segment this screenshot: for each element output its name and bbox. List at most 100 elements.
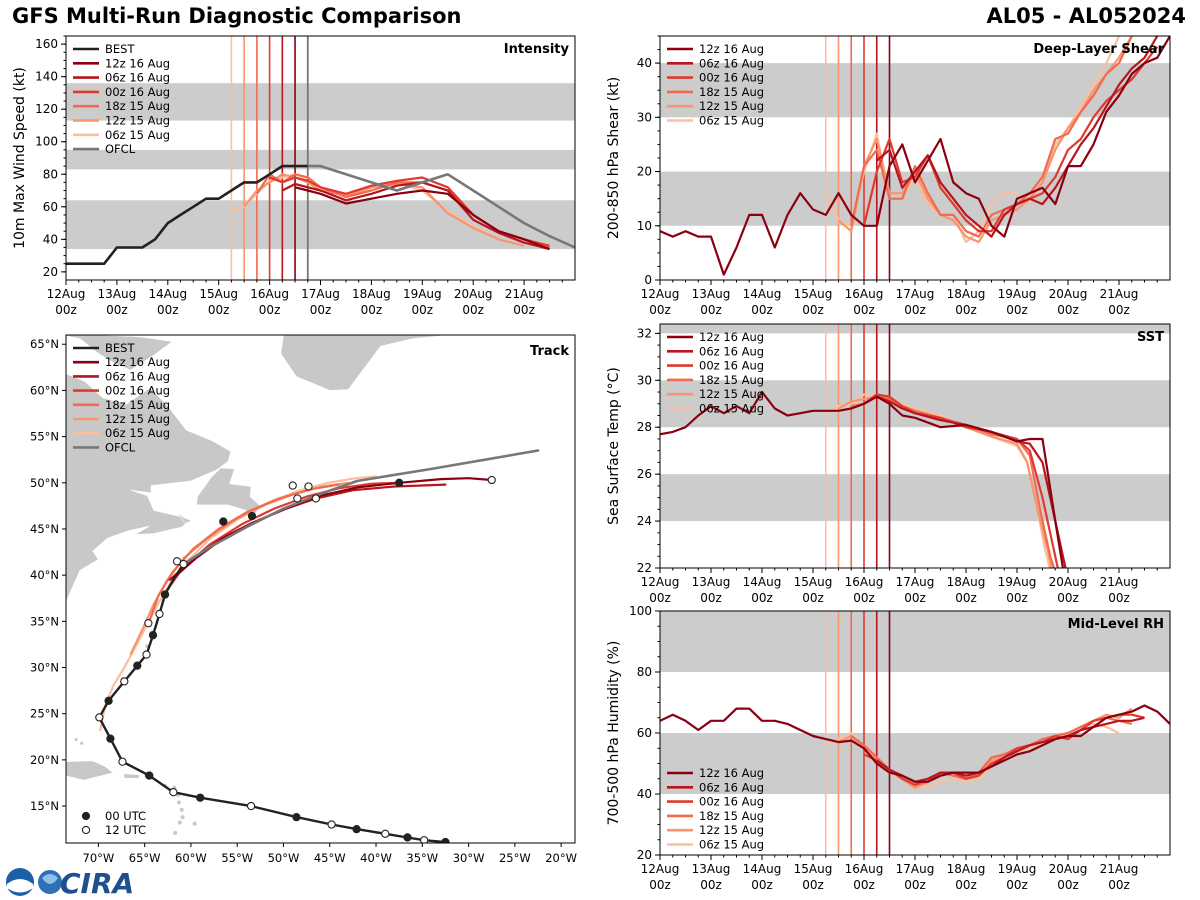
track-xtick-label: 40°W xyxy=(360,851,392,865)
intensity-xtick-label: 00z xyxy=(55,303,77,317)
sst-xtick-label: 21Aug xyxy=(1100,575,1139,589)
marker-12utc xyxy=(144,619,153,628)
globe-icon-land xyxy=(42,874,58,884)
intensity-legend-label: 12z 15 Aug xyxy=(105,114,170,128)
marker-00utc xyxy=(160,590,170,599)
rh-legend-label: 12z 15 Aug xyxy=(699,823,764,837)
sst-legend-label: 06z 15 Aug xyxy=(699,402,764,416)
track-ytick-label: 40°N xyxy=(30,568,59,582)
shear-ylabel: 200-850 hPa Shear (kt) xyxy=(606,77,622,239)
shear-xtick-label: 00z xyxy=(802,303,824,317)
intensity-band xyxy=(66,149,575,170)
shear-xtick-label: 20Aug xyxy=(1049,287,1088,301)
intensity-ytick-label: 40 xyxy=(43,232,58,246)
shear-xtick-label: 00z xyxy=(955,303,977,317)
intensity-series-ofcl xyxy=(307,164,575,249)
intensity-title: Intensity xyxy=(504,42,570,57)
track-ofcl xyxy=(182,449,540,566)
rh-ytick-label: 80 xyxy=(637,665,652,679)
rh-plot-area xyxy=(660,611,1170,855)
sst-series-0 xyxy=(660,390,1065,568)
rh-series-0 xyxy=(660,704,1170,783)
track-legend-label: 00z 16 Aug xyxy=(105,384,170,398)
shear-series-1 xyxy=(876,36,1159,238)
marker-12utc xyxy=(120,677,129,686)
land-island xyxy=(80,741,84,745)
rh-band xyxy=(660,611,1170,672)
marker-00utc xyxy=(441,837,450,843)
land-island xyxy=(177,820,182,825)
shear-ytick-label: 40 xyxy=(637,56,652,70)
shear-series-3 xyxy=(850,36,1133,238)
track-legend-label: 00 UTC xyxy=(105,809,146,823)
track-ytick-label: 45°N xyxy=(30,522,59,536)
sst-legend-label: 12z 16 Aug xyxy=(699,330,764,344)
sst-band xyxy=(660,324,1170,334)
rh-xtick-label: 00z xyxy=(1006,878,1028,892)
land-island xyxy=(173,830,178,835)
rh-xtick-label: 19Aug xyxy=(998,862,1037,876)
sst-band xyxy=(660,380,1170,428)
marker-00utc xyxy=(145,771,154,780)
track-ytick-label: 15°N xyxy=(30,799,59,813)
rh-xtick-label: 15Aug xyxy=(794,862,833,876)
sst-xtick-label: 19Aug xyxy=(998,575,1037,589)
cira-logo-text: CIRA xyxy=(60,867,134,900)
sst-ylabel: Sea Surface Temp (°C) xyxy=(606,367,622,525)
rh-xtick-label: 17Aug xyxy=(896,862,935,876)
marker-00utc xyxy=(247,511,257,521)
track-xtick-label: 70°W xyxy=(83,851,115,865)
marker-00utc xyxy=(292,812,301,822)
land-island xyxy=(176,800,181,805)
sst-xtick-label: 17Aug xyxy=(896,575,935,589)
track-xtick-label: 55°W xyxy=(221,851,253,865)
shear-ytick-label: 0 xyxy=(644,273,652,287)
rh-legend-label: 06z 16 Aug xyxy=(699,780,764,794)
shear-legend-label: 18z 15 Aug xyxy=(699,85,764,99)
rh-title: Mid-Level RH xyxy=(1068,617,1164,632)
marker-00utc xyxy=(219,517,228,526)
land-island xyxy=(60,723,63,726)
sst-plot-area xyxy=(660,324,1170,568)
shear-xtick-label: 00z xyxy=(1057,303,1079,317)
intensity-panel: 20 40 60 80 100 120 140 160 12Aug 00z 13Aug 00z 14Au… xyxy=(12,35,576,317)
sst-xtick-label: 13Aug xyxy=(692,575,731,589)
track-ytick-label: 30°N xyxy=(30,661,59,675)
intensity-band xyxy=(66,83,575,121)
track-plot-area xyxy=(60,335,540,843)
rh-xtick-label: 00z xyxy=(751,878,773,892)
intensity-legend-label: BEST xyxy=(105,42,135,56)
track-run-3 xyxy=(148,483,341,623)
marker-12utc xyxy=(381,829,390,838)
sst-xtick-label: 20Aug xyxy=(1049,575,1088,589)
rh-xtick-label: 00z xyxy=(649,878,671,892)
sst-xtick-label: 00z xyxy=(751,591,773,605)
intensity-ytick-label: 160 xyxy=(35,37,58,51)
sst-panel: 22 24 26 28 30 32 12Aug 00z 13Aug 00z 14Aug 00z 15Au… xyxy=(606,323,1171,605)
intensity-xtick-label: 21Aug xyxy=(505,287,544,301)
marker-00utc xyxy=(196,793,205,802)
intensity-xtick-label: 16Aug xyxy=(250,287,289,301)
intensity-legend-label: 18z 15 Aug xyxy=(105,99,170,113)
land-greenland xyxy=(280,335,451,391)
shear-xtick-label: 16Aug xyxy=(845,287,884,301)
intensity-ytick-label: 140 xyxy=(35,70,58,84)
shear-xtick-label: 00z xyxy=(751,303,773,317)
track-ytick-label: 25°N xyxy=(30,707,59,721)
rh-xtick-label: 00z xyxy=(1057,878,1079,892)
track-title: Track xyxy=(530,344,569,359)
marker-00utc xyxy=(104,696,113,705)
intensity-ylabel: 10m Max Wind Speed (kt) xyxy=(12,67,28,249)
shear-legend-label: 00z 16 Aug xyxy=(699,71,764,85)
intensity-ytick-label: 120 xyxy=(35,102,58,116)
land-hispaniola xyxy=(66,760,114,781)
shear-xtick-label: 19Aug xyxy=(998,287,1037,301)
track-xtick-label: 50°W xyxy=(268,851,300,865)
track-ytick-label: 35°N xyxy=(30,614,59,628)
sst-xtick-label: 00z xyxy=(1006,591,1028,605)
rh-legend-label: 00z 16 Aug xyxy=(699,795,764,809)
track-xtick-label: 65°W xyxy=(129,851,161,865)
marker-12utc xyxy=(293,494,302,503)
sst-xtick-label: 00z xyxy=(649,591,671,605)
